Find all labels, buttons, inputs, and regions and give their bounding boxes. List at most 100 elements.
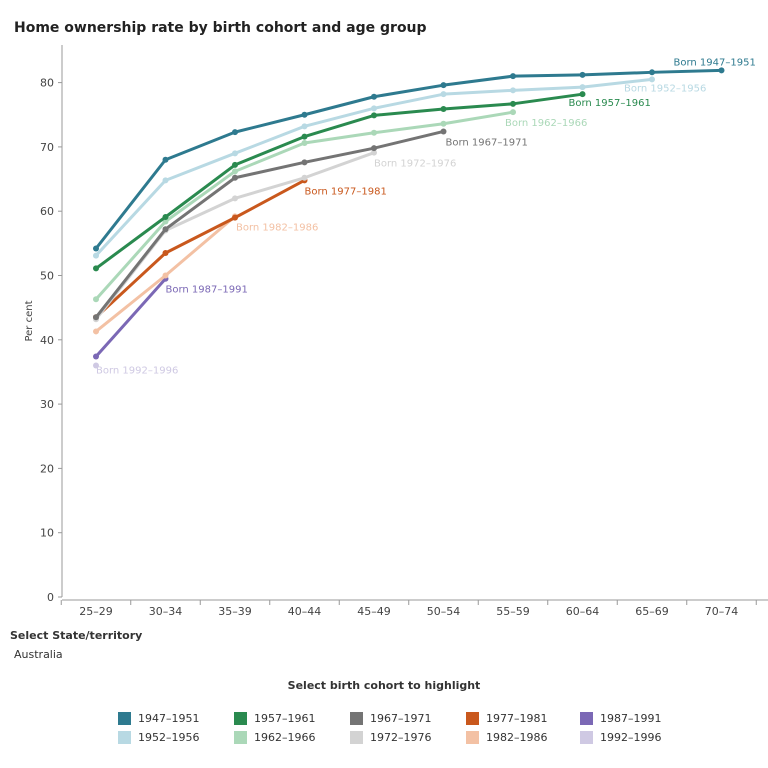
- data-point[interactable]: [232, 195, 238, 202]
- data-point[interactable]: [93, 252, 99, 259]
- data-point[interactable]: [440, 91, 447, 98]
- legend-item[interactable]: 1947–1951: [118, 710, 200, 726]
- data-point[interactable]: [162, 249, 169, 256]
- legend-item[interactable]: 1982–1986: [466, 729, 548, 745]
- data-point[interactable]: [232, 214, 238, 221]
- series-end-label: Born 1967–1971: [446, 137, 528, 148]
- series-end-label: Born 1982–1986: [236, 222, 318, 233]
- x-tick-label: 40–44: [288, 605, 322, 618]
- data-point[interactable]: [301, 111, 308, 118]
- state-filter-value[interactable]: Australia: [14, 648, 63, 661]
- y-tick-label: 50: [40, 270, 54, 283]
- data-point[interactable]: [301, 140, 308, 147]
- data-point[interactable]: [440, 128, 447, 135]
- x-tick-label: 60–64: [566, 605, 600, 618]
- legend-label: 1957–1961: [254, 711, 316, 725]
- data-point[interactable]: [649, 69, 655, 76]
- data-point[interactable]: [162, 226, 169, 233]
- x-tick-label: 45–49: [357, 605, 391, 618]
- data-point[interactable]: [93, 328, 99, 335]
- data-point[interactable]: [93, 265, 99, 272]
- data-point[interactable]: [232, 129, 238, 136]
- legend-item[interactable]: 1972–1976: [350, 729, 432, 745]
- legend-item[interactable]: 1967–1971: [350, 710, 432, 726]
- series-line[interactable]: [94, 92, 584, 270]
- data-point[interactable]: [371, 112, 377, 119]
- data-point[interactable]: [440, 105, 447, 112]
- legend-item[interactable]: 1962–1966: [234, 729, 316, 745]
- line-chart: 0 10 20 30 40 50 60 70 80 25–29 30–34 35–39 40–44 45–…: [24, 45, 768, 618]
- data-point[interactable]: [301, 159, 308, 166]
- data-point[interactable]: [371, 93, 377, 100]
- data-point[interactable]: [579, 71, 586, 78]
- data-point[interactable]: [162, 213, 169, 220]
- y-tick-label: 40: [40, 334, 54, 347]
- data-point[interactable]: [162, 156, 169, 163]
- data-point[interactable]: [371, 129, 377, 136]
- chart-title: Home ownership rate by birth cohort and …: [14, 20, 427, 36]
- series-end-label: Born 1987–1991: [166, 285, 248, 296]
- legend-label: 1952–1956: [138, 730, 200, 744]
- data-point[interactable]: [371, 105, 377, 112]
- state-filter-label: Select State/territory: [10, 629, 143, 642]
- data-point[interactable]: [371, 145, 377, 152]
- legend-item[interactable]: 1952–1956: [118, 729, 200, 745]
- data-point[interactable]: [510, 109, 516, 116]
- x-tick-label: 30–34: [149, 605, 183, 618]
- data-point[interactable]: [232, 150, 238, 157]
- y-tick-label: 60: [40, 205, 54, 218]
- data-point[interactable]: [649, 76, 655, 83]
- series-line[interactable]: [94, 129, 445, 319]
- legend-swatch: [234, 711, 247, 725]
- data-point[interactable]: [301, 123, 308, 130]
- series-end-label: Born 1952–1956: [624, 83, 706, 94]
- data-point[interactable]: [93, 245, 99, 252]
- data-point[interactable]: [718, 67, 725, 74]
- legend-item[interactable]: 1957–1961: [234, 710, 316, 726]
- data-point[interactable]: [162, 272, 169, 279]
- data-point[interactable]: [162, 177, 169, 184]
- data-point[interactable]: [93, 353, 99, 360]
- legend-swatch: [118, 711, 131, 725]
- legend-label: 1947–1951: [138, 711, 200, 725]
- legend-swatch: [580, 711, 593, 725]
- series-end-label: Born 1972–1976: [374, 159, 456, 170]
- data-point[interactable]: [301, 133, 308, 140]
- data-point[interactable]: [440, 120, 447, 127]
- data-point[interactable]: [232, 174, 238, 181]
- series-line[interactable]: [94, 68, 723, 250]
- legend-label: 1977–1981: [486, 711, 548, 725]
- x-tick-label: 55–59: [496, 605, 530, 618]
- data-point[interactable]: [440, 82, 447, 89]
- series-line[interactable]: [94, 178, 306, 319]
- series-line[interactable]: [94, 277, 167, 359]
- data-point[interactable]: [232, 161, 238, 168]
- chart-series: [93, 67, 725, 369]
- series-end-label: Born 1992–1996: [96, 366, 178, 377]
- y-tick-label: 10: [40, 527, 54, 540]
- data-point[interactable]: [93, 314, 99, 321]
- legend-item[interactable]: 1977–1981: [466, 710, 548, 726]
- y-tick-label: 70: [40, 141, 54, 154]
- legend-label: 1982–1986: [486, 730, 548, 744]
- data-point[interactable]: [93, 296, 99, 303]
- legend-item[interactable]: 1992–1996: [580, 729, 662, 745]
- series-end-label: Born 1957–1961: [569, 98, 651, 109]
- data-point[interactable]: [232, 168, 238, 175]
- legend-item[interactable]: 1987–1991: [580, 710, 662, 726]
- series-end-label: Born 1977–1981: [305, 186, 387, 197]
- data-point[interactable]: [579, 91, 586, 98]
- legend-label: 1992–1996: [600, 730, 662, 744]
- legend-swatch: [466, 730, 479, 744]
- data-point[interactable]: [93, 362, 99, 369]
- data-point[interactable]: [510, 73, 516, 80]
- data-point[interactable]: [162, 218, 169, 225]
- y-tick-label: 20: [40, 462, 54, 475]
- x-tick-label: 50–54: [427, 605, 461, 618]
- data-point[interactable]: [371, 149, 377, 156]
- data-point[interactable]: [579, 84, 586, 91]
- data-point[interactable]: [510, 87, 516, 94]
- data-point[interactable]: [510, 100, 516, 107]
- y-axis-title: Per cent: [24, 300, 35, 341]
- data-point[interactable]: [301, 174, 308, 181]
